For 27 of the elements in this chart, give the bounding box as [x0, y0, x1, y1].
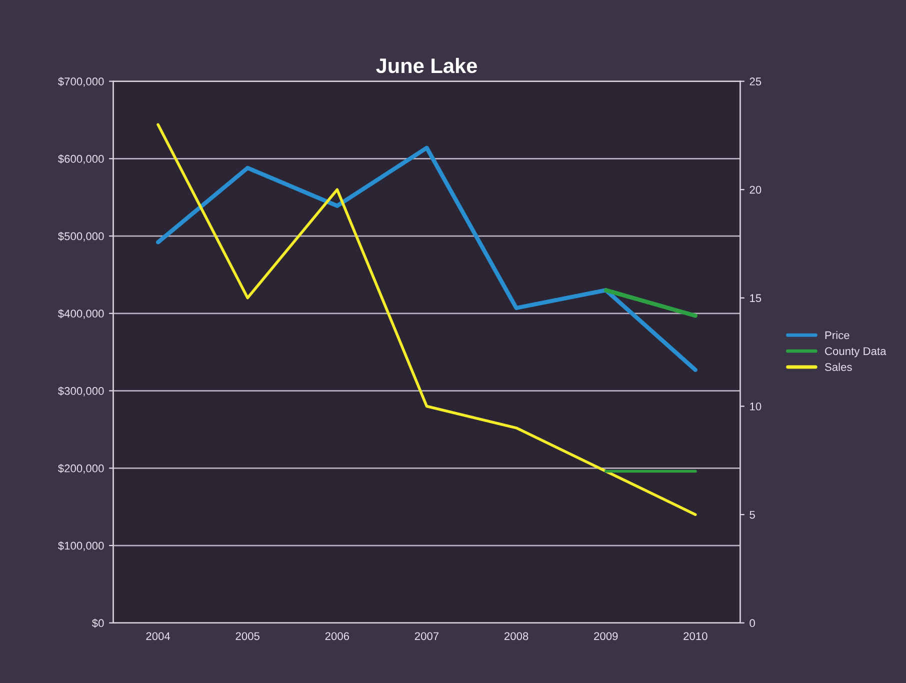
y-tick-label: $600,000 [58, 154, 104, 164]
x-tick-label: 2009 [594, 632, 618, 640]
y-tick-label: $500,000 [58, 232, 104, 242]
y2-tick-label: 25 [750, 78, 762, 86]
line-series [156, 123, 697, 516]
x-tick-label: 2008 [504, 632, 528, 640]
y2-tick-label: 15 [750, 294, 762, 302]
chart-title: June Lake [376, 58, 477, 74]
y2-tick-label: 0 [750, 619, 755, 628]
line-series [156, 146, 698, 372]
legend-label: Sales [824, 362, 852, 371]
y2-tick-label: 5 [750, 510, 755, 519]
x-tick-label: 2010 [684, 632, 708, 640]
y2-tick-label: 20 [750, 186, 762, 194]
x-tick-label: 2007 [414, 632, 439, 640]
y2-tick-label: 10 [750, 402, 762, 410]
y-tick-label: $100,000 [58, 541, 104, 551]
x-tick-label: 2004 [146, 632, 170, 640]
y-tick-label: $400,000 [58, 309, 104, 319]
y-tick-label: $200,000 [58, 464, 104, 474]
legend-label: County Data [825, 347, 886, 358]
x-tick-label: 2006 [325, 632, 350, 640]
y-tick-label: $0 [92, 618, 104, 628]
legend-label: Price [825, 330, 850, 340]
y-tick-label: $300,000 [58, 386, 104, 396]
y-tick-label: $700,000 [58, 77, 104, 87]
x-tick-label: 2005 [236, 632, 260, 640]
